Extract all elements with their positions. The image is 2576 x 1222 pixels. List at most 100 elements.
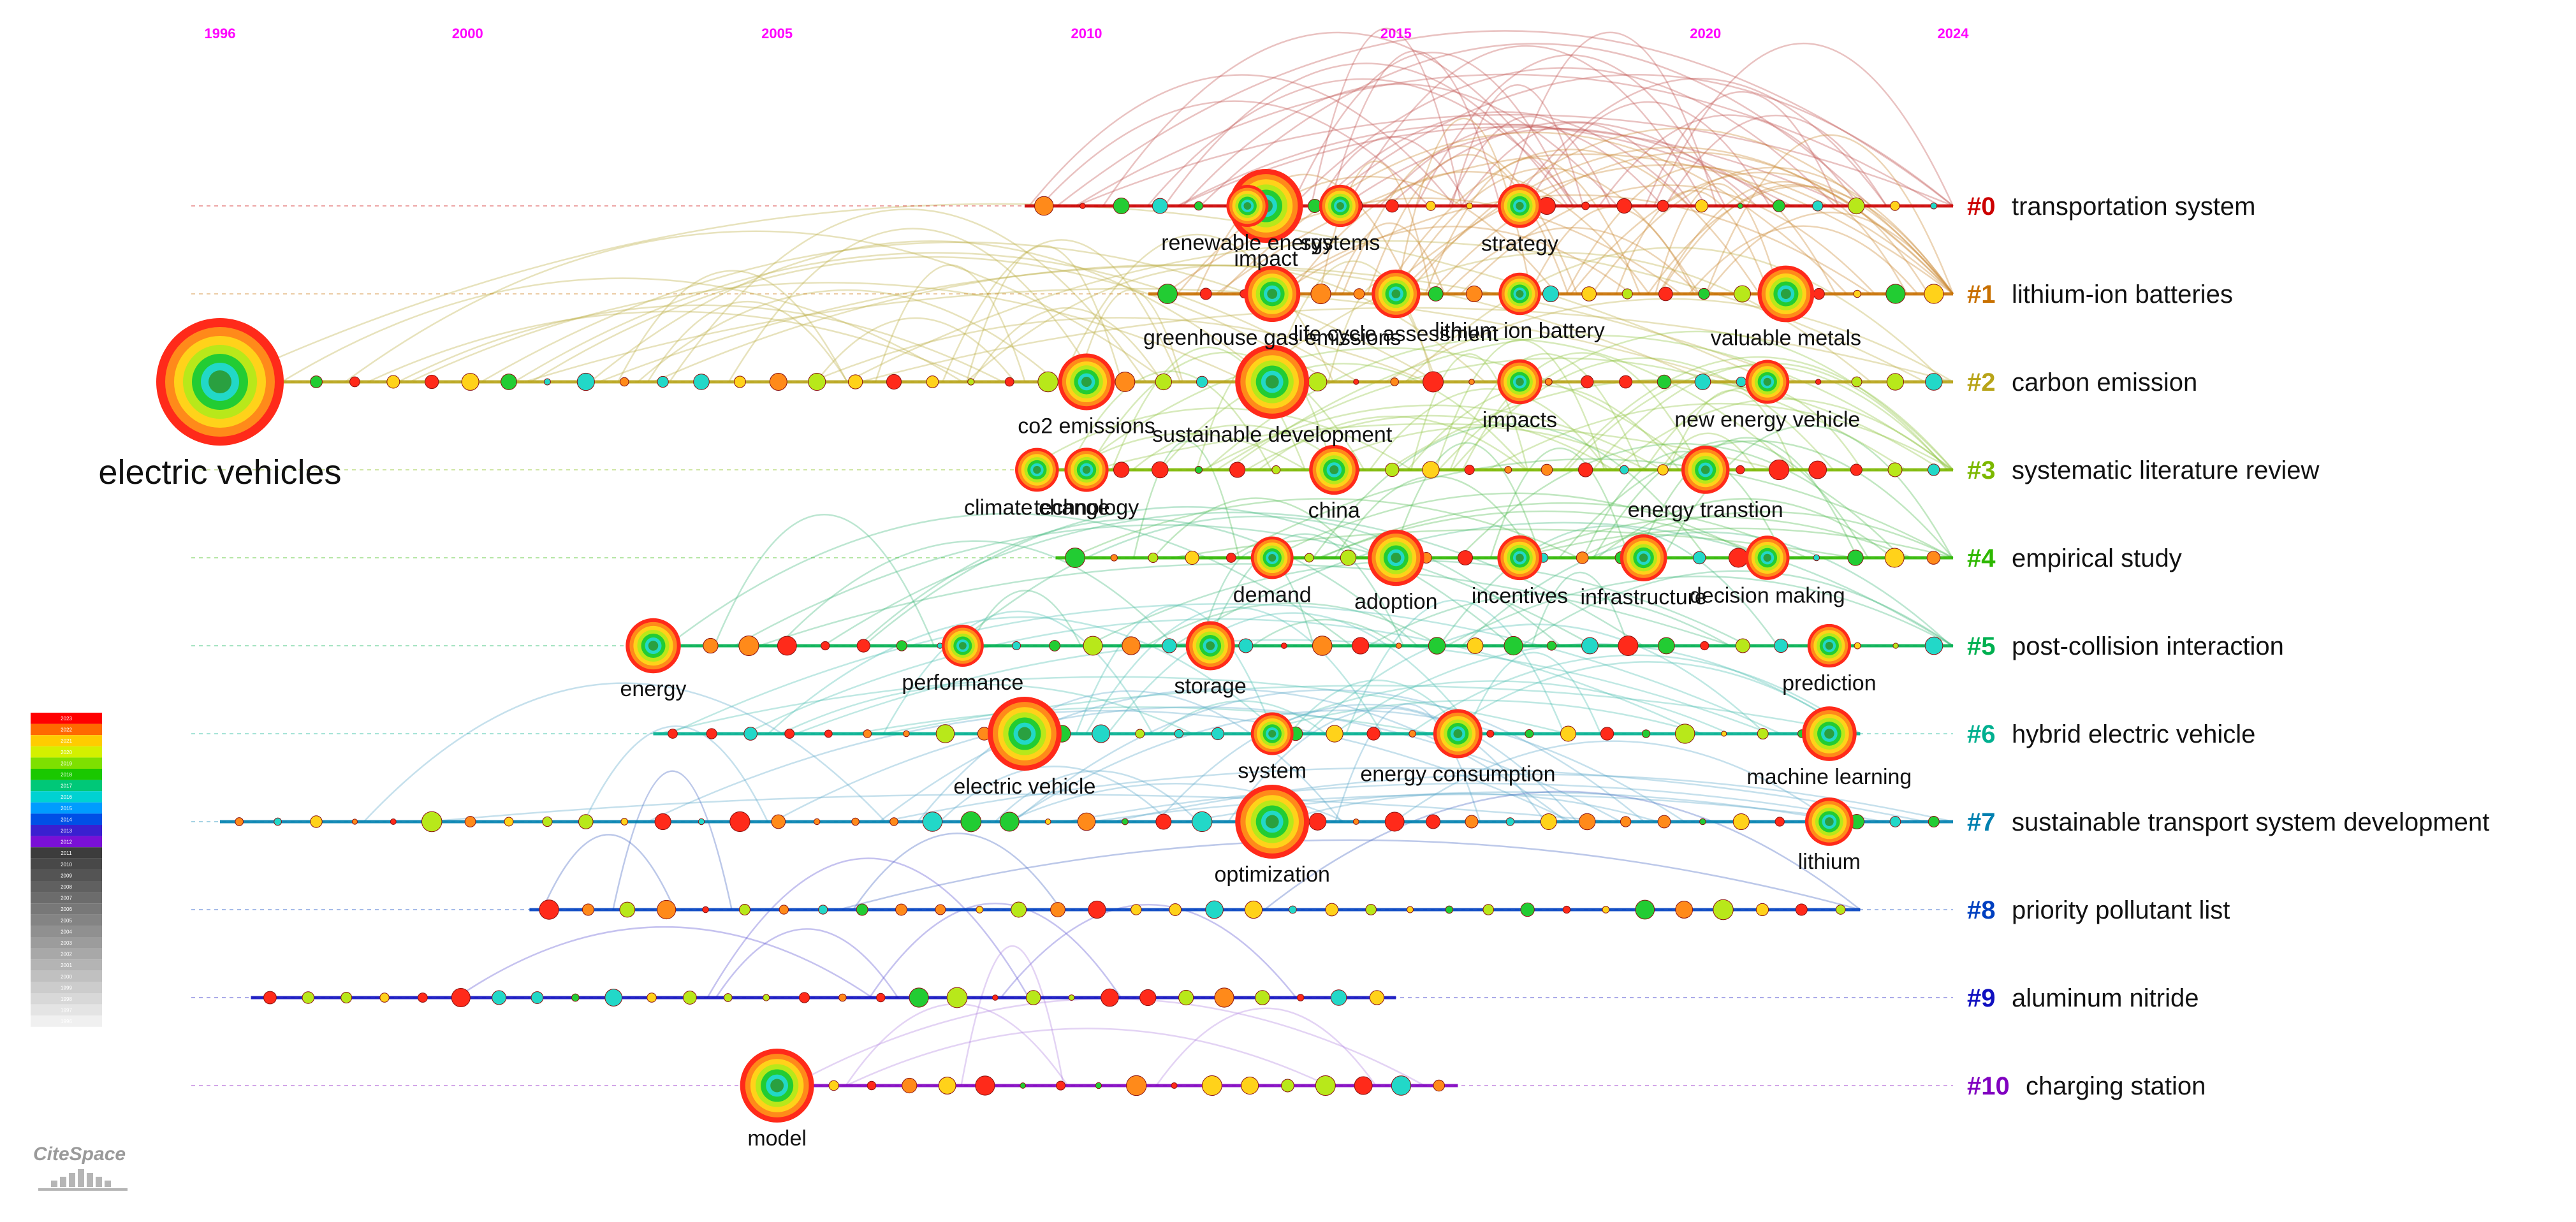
keyword-node-small <box>1122 636 1141 655</box>
keyword-node-small <box>771 814 786 829</box>
cooccurrence-arc <box>1424 157 1641 295</box>
keyword-node-core <box>770 1079 784 1093</box>
keyword-node-small <box>1813 287 1825 300</box>
keyword-node-small <box>1281 1079 1294 1093</box>
year-tick-2010: 2010 <box>1071 25 1102 41</box>
keyword-node-small <box>1131 904 1142 915</box>
keyword-label: storage <box>1174 674 1246 699</box>
cooccurrence-arc <box>1071 498 1579 559</box>
cooccurrence-arc <box>1335 703 1481 822</box>
cooccurrence-arc <box>854 706 1433 735</box>
keyword-node-small <box>1115 372 1136 392</box>
keyword-node-small <box>425 374 439 389</box>
keyword-node-core <box>1824 729 1834 739</box>
cooccurrence-arc <box>1388 121 1757 207</box>
keyword-node-small <box>1178 989 1194 1006</box>
cooccurrence-arc <box>874 264 1026 382</box>
cooccurrence-arc <box>1593 440 1869 558</box>
cluster-timelines <box>191 204 1953 1087</box>
cooccurrence-arc <box>647 709 1572 823</box>
keyword-node-small <box>1482 904 1495 915</box>
logo-bar <box>60 1177 66 1187</box>
keyword-node-small <box>1775 817 1785 827</box>
cooccurrence-arc <box>670 603 1781 735</box>
cooccurrence-arc <box>1342 145 1578 295</box>
legend-year-label: 2010 <box>61 862 72 868</box>
keyword-node-small <box>1576 551 1589 564</box>
legend-year-label: 2017 <box>61 783 72 789</box>
logo-bar <box>96 1177 102 1187</box>
cooccurrence-arc <box>1077 289 1183 382</box>
cooccurrence-arc <box>1407 385 1680 470</box>
cooccurrence-arc <box>1461 531 1952 646</box>
legend-year-label: 2023 <box>61 716 72 722</box>
legend-year-label: 1996 <box>61 1019 72 1024</box>
legend-swatch <box>31 926 102 937</box>
legend-swatch <box>31 791 102 803</box>
keyword-node-small <box>1326 725 1343 743</box>
keyword-node-small <box>582 903 594 916</box>
keyword-node-small <box>723 993 733 1002</box>
cooccurrence-arc <box>1158 700 1326 734</box>
keyword-node-small <box>1384 811 1405 832</box>
keyword-node-small <box>1620 465 1629 475</box>
keyword-node-small <box>1600 727 1614 741</box>
keyword-label: impacts <box>1482 408 1557 432</box>
keyword-node-small <box>1113 198 1130 214</box>
cooccurrence-arc <box>1393 740 1833 823</box>
cooccurrence-arc <box>1310 426 1648 471</box>
cooccurrence-arc <box>1578 511 1954 559</box>
cooccurrence-arc <box>917 690 1343 822</box>
keyword-label: electric vehicle <box>953 775 1095 799</box>
keyword-label: decision making <box>1690 584 1845 608</box>
legend-swatch <box>31 713 102 724</box>
keyword-node-small <box>1385 462 1400 477</box>
keyword-label: technology <box>1034 496 1139 520</box>
keyword-node-small <box>1928 463 1940 476</box>
keyword-node-small <box>703 637 719 654</box>
cooccurrence-arc <box>1458 442 1903 558</box>
keyword-label: infrastructure <box>1580 585 1706 609</box>
keyword-node-small <box>1325 903 1339 917</box>
cooccurrence-arc <box>1091 793 1868 823</box>
keyword-node-small <box>1892 643 1899 649</box>
keyword-node-small <box>1201 1075 1222 1096</box>
keyword-label: system <box>1238 759 1306 783</box>
cooccurrence-arc <box>1092 423 1777 471</box>
keyword-node-small <box>1889 816 1901 827</box>
keyword-node-small <box>1428 286 1444 302</box>
legend-swatch <box>31 881 102 892</box>
cooccurrence-arc <box>617 270 848 382</box>
keyword-node-small <box>1409 730 1417 738</box>
keyword-label: china <box>1308 498 1360 523</box>
cooccurrence-arc <box>815 317 1016 382</box>
keyword-node-small <box>539 899 559 920</box>
keyword-node-small <box>274 817 282 826</box>
keyword-node-small <box>1304 553 1314 563</box>
keyword-node-small <box>729 811 750 833</box>
cooccurrence-arc <box>429 793 1612 823</box>
keyword-label: co2 emissions <box>1018 414 1155 439</box>
keyword-label: sustainable development <box>1152 423 1393 447</box>
cooccurrence-arc <box>1264 790 1861 910</box>
keyword-node-small <box>1065 548 1085 568</box>
keyword-node-small <box>889 817 898 826</box>
keyword-node-small <box>1885 284 1906 304</box>
keyword-node-core <box>1516 290 1524 298</box>
keyword-node-core <box>1081 376 1092 388</box>
keyword-node-small <box>821 641 830 651</box>
keyword-node-small <box>1735 638 1750 653</box>
keyword-node-small <box>743 727 757 741</box>
cooccurrence-arc <box>1132 424 1348 470</box>
keyword-node-small <box>814 818 821 826</box>
keyword-node-small <box>1621 288 1633 300</box>
cooccurrence-arc <box>1410 353 1528 470</box>
cooccurrence-arc <box>667 513 1352 646</box>
cluster-id: #7 <box>1967 808 1996 836</box>
citespace-logo: CiteSpace <box>33 1144 128 1191</box>
cluster-name: aluminum nitride <box>2012 984 2199 1012</box>
cooccurrence-arc <box>744 618 1701 735</box>
keyword-node-small <box>967 378 975 386</box>
cooccurrence-arc <box>1644 91 1840 207</box>
cooccurrence-arc <box>281 277 963 383</box>
